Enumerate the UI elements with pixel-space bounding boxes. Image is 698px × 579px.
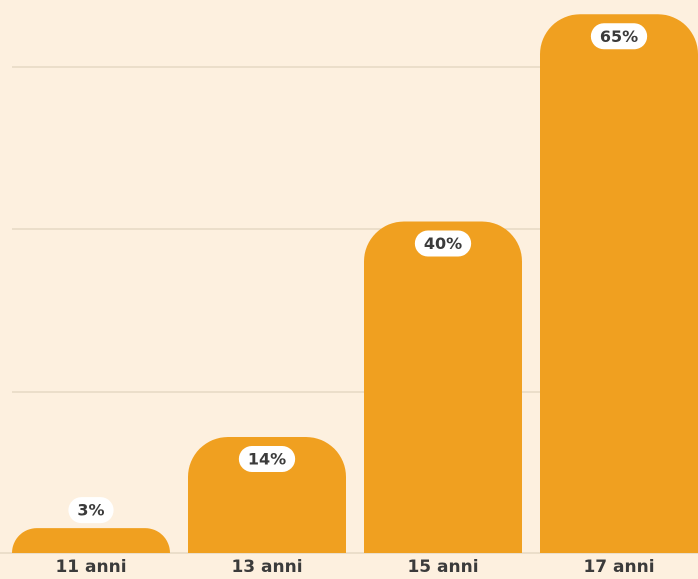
- bar: [188, 436, 346, 553]
- value-label-pill: [414, 230, 472, 257]
- value-label: 3%: [77, 501, 104, 520]
- bar: [364, 221, 522, 553]
- bar: [540, 14, 698, 553]
- x-tick-label: 11 anni: [55, 557, 126, 577]
- value-label-pill: [238, 445, 296, 472]
- x-tick-label: 13 anni: [231, 557, 302, 577]
- bar: [12, 528, 170, 553]
- value-label: 14%: [248, 449, 286, 468]
- value-label: 65%: [600, 27, 638, 46]
- x-tick-label: 17 anni: [583, 557, 654, 577]
- value-label-pill: [68, 497, 114, 524]
- x-tick-label: 15 anni: [407, 557, 478, 577]
- value-label-pill: [590, 23, 648, 50]
- value-label: 40%: [424, 234, 462, 253]
